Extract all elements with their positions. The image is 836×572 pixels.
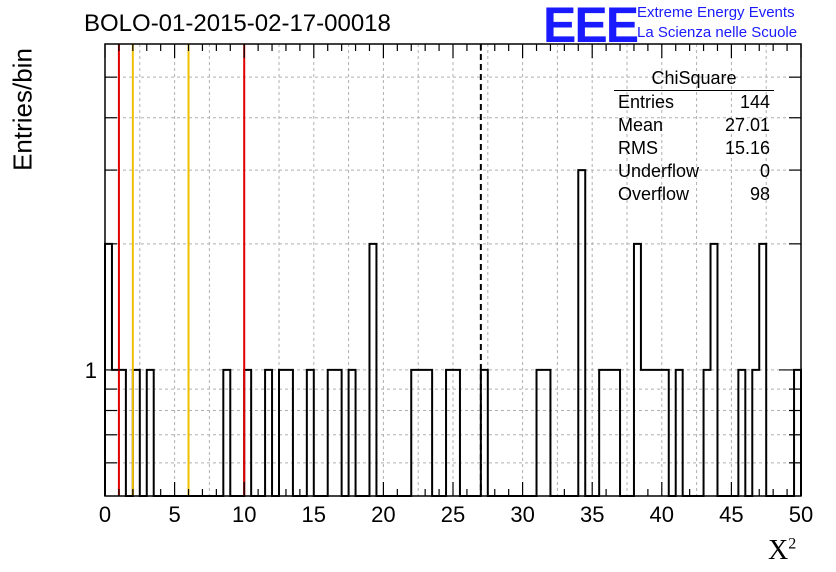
x-tick-label: 35 [580, 502, 604, 527]
x-tick-label: 20 [371, 502, 395, 527]
x-tick-label: 45 [719, 502, 743, 527]
x-tick-label: 25 [441, 502, 465, 527]
logo-line-1: Extreme Energy Events [637, 4, 795, 21]
stats-row-rms: RMS 15.16 [610, 137, 778, 160]
x-tick-label: 40 [650, 502, 674, 527]
x-tick-label: 5 [168, 502, 180, 527]
stats-label: Entries [618, 92, 675, 112]
x-tick-label: 30 [510, 502, 534, 527]
x-axis-label: X2 [768, 535, 796, 567]
stats-value: 27.01 [724, 115, 770, 135]
x-axis-label-superscript: 2 [788, 535, 797, 553]
stats-label: Overflow [618, 184, 690, 204]
x-tick-label: 10 [232, 502, 256, 527]
histogram-bin [578, 170, 585, 496]
stats-row-entries: Entries 144 [610, 91, 778, 114]
stats-row-overflow: Overflow 98 [610, 183, 778, 206]
stats-value: 98 [749, 184, 770, 204]
y-axis-label: Entries/bin [7, 48, 38, 171]
stats-row-mean: Mean 27.01 [610, 114, 778, 137]
stats-title: ChiSquare [614, 66, 774, 91]
stats-label: Underflow [618, 161, 700, 181]
stats-value: 144 [739, 92, 770, 112]
stats-value: 0 [759, 161, 770, 181]
x-tick-label: 50 [789, 502, 813, 527]
x-axis-label-base: X [768, 535, 789, 566]
stats-label: Mean [618, 115, 664, 135]
tick-labels: 0 5 10 15 20 25 30 35 40 45 50 1 [85, 358, 813, 527]
stats-value: 15.16 [724, 138, 770, 158]
stats-label: RMS [618, 138, 658, 158]
axis-ticks [104, 44, 802, 496]
x-tick-label: 15 [302, 502, 326, 527]
eee-logo: EEE [543, 0, 639, 53]
x-tick-label: 0 [99, 502, 111, 527]
stats-box: ChiSquare Entries 144 Mean 27.01 RMS 15.16 … [610, 66, 778, 206]
reference-lines [117, 44, 482, 496]
stats-row-underflow: Underflow 0 [610, 160, 778, 183]
y-tick-label: 1 [85, 358, 97, 383]
chart-title: BOLO-01-2015-02-17-00018 [84, 10, 391, 37]
logo-line-2: La Scienza nelle Scuole [637, 24, 798, 41]
